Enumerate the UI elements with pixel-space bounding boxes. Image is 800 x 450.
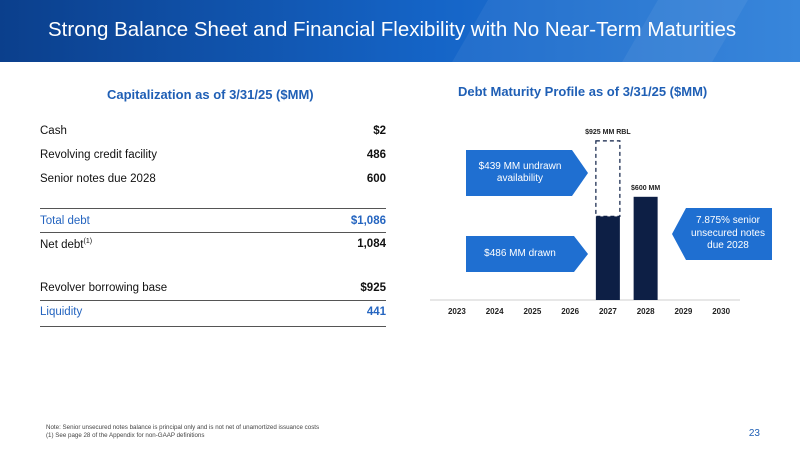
- table-row-senior-notes: Senior notes due 2028 600: [40, 169, 386, 191]
- x-tick-label: 2025: [523, 307, 541, 316]
- table-row-cash: Cash $2: [40, 121, 386, 143]
- table-row-revolver: Revolving credit facility 486: [40, 145, 386, 167]
- row-value: $1,086: [350, 215, 386, 227]
- callout-text: 7.875% senior unsecured notes due 2028: [691, 215, 765, 252]
- bar-undrawn-2027: [595, 140, 621, 218]
- row-label: Senior notes due 2028: [40, 173, 156, 185]
- row-label: Total debt: [40, 215, 90, 227]
- x-tick-label: 2023: [448, 307, 466, 316]
- row-label: Liquidity: [40, 306, 83, 318]
- drawn-callout: $486 MM drawn: [466, 236, 588, 272]
- footnote-note: Note: Senior unsecured notes balance is …: [46, 424, 320, 431]
- row-label: Cash: [40, 125, 67, 137]
- x-tick-label: 2028: [637, 307, 655, 316]
- table-row-total-debt: Total debt $1,086: [40, 211, 386, 233]
- maturity-chart-svg: 2023 2024 2025 2026 2027 2028 2029 2030 $925 MM …: [430, 129, 740, 316]
- row-value: $2: [373, 125, 386, 137]
- callout-arrow-shape: [672, 208, 772, 260]
- row-label: Revolving credit facility: [40, 149, 157, 161]
- senior-notes-callout: 7.875% senior unsecured notes due 2028: [672, 208, 772, 260]
- bar-drawn-2027: [595, 216, 620, 300]
- row-value: 441: [366, 306, 386, 318]
- bar-drawn-2028: [633, 196, 658, 300]
- row-value: 486: [366, 149, 386, 161]
- divider: [40, 232, 386, 233]
- row-label: Revolver borrowing base: [40, 282, 168, 294]
- footnote-1: (1) See page 28 of the Appendix for non-…: [46, 432, 205, 440]
- row-value: 1,084: [357, 238, 386, 250]
- x-tick-label: 2027: [599, 307, 617, 316]
- x-tick-label: 2026: [561, 307, 579, 316]
- footnotes: Note: Senior unsecured notes balance is …: [46, 424, 319, 441]
- x-tick-label: 2024: [486, 307, 504, 316]
- undrawn-callout: $439 MM undrawn availability: [466, 150, 588, 196]
- page-number: 23: [748, 428, 760, 439]
- data-label-2027: $925 MM RBL: [585, 129, 631, 136]
- x-tick-label: 2029: [674, 307, 692, 316]
- capitalization-title: Capitalization as of 3/31/25 ($MM): [107, 87, 314, 102]
- callout-arrow-shape: [466, 150, 588, 196]
- x-tick-label: 2030: [712, 307, 730, 316]
- maturity-chart: 2023 2024 2025 2026 2027 2028 2029 2030 $925 MM …: [430, 100, 772, 330]
- data-label-2028: $600 MM: [631, 185, 660, 192]
- table-row-liquidity: Liquidity 441: [40, 302, 386, 324]
- callout-arrow-shape: [466, 236, 588, 272]
- slide-title: Strong Balance Sheet and Financial Flexi…: [48, 18, 737, 41]
- table-row-net-debt: Net debt(1) 1,084: [40, 234, 386, 256]
- row-value: 600: [366, 173, 386, 185]
- maturity-title: Debt Maturity Profile as of 3/31/25 ($MM…: [458, 84, 708, 99]
- footnote-marker: (1): [83, 238, 93, 245]
- title-banner: Strong Balance Sheet and Financial Flexi…: [0, 0, 800, 62]
- callout-text: $486 MM drawn: [484, 247, 556, 259]
- divider: [40, 208, 386, 209]
- row-value: $925: [360, 282, 386, 294]
- net-debt-label: Net debt: [40, 238, 84, 251]
- callout-text: $439 MM undrawn availability: [478, 160, 562, 185]
- table-row-borrowing-base: Revolver borrowing base $925: [40, 278, 386, 300]
- divider: [40, 300, 386, 301]
- divider: [40, 326, 386, 327]
- row-label: Net debt(1): [40, 238, 92, 251]
